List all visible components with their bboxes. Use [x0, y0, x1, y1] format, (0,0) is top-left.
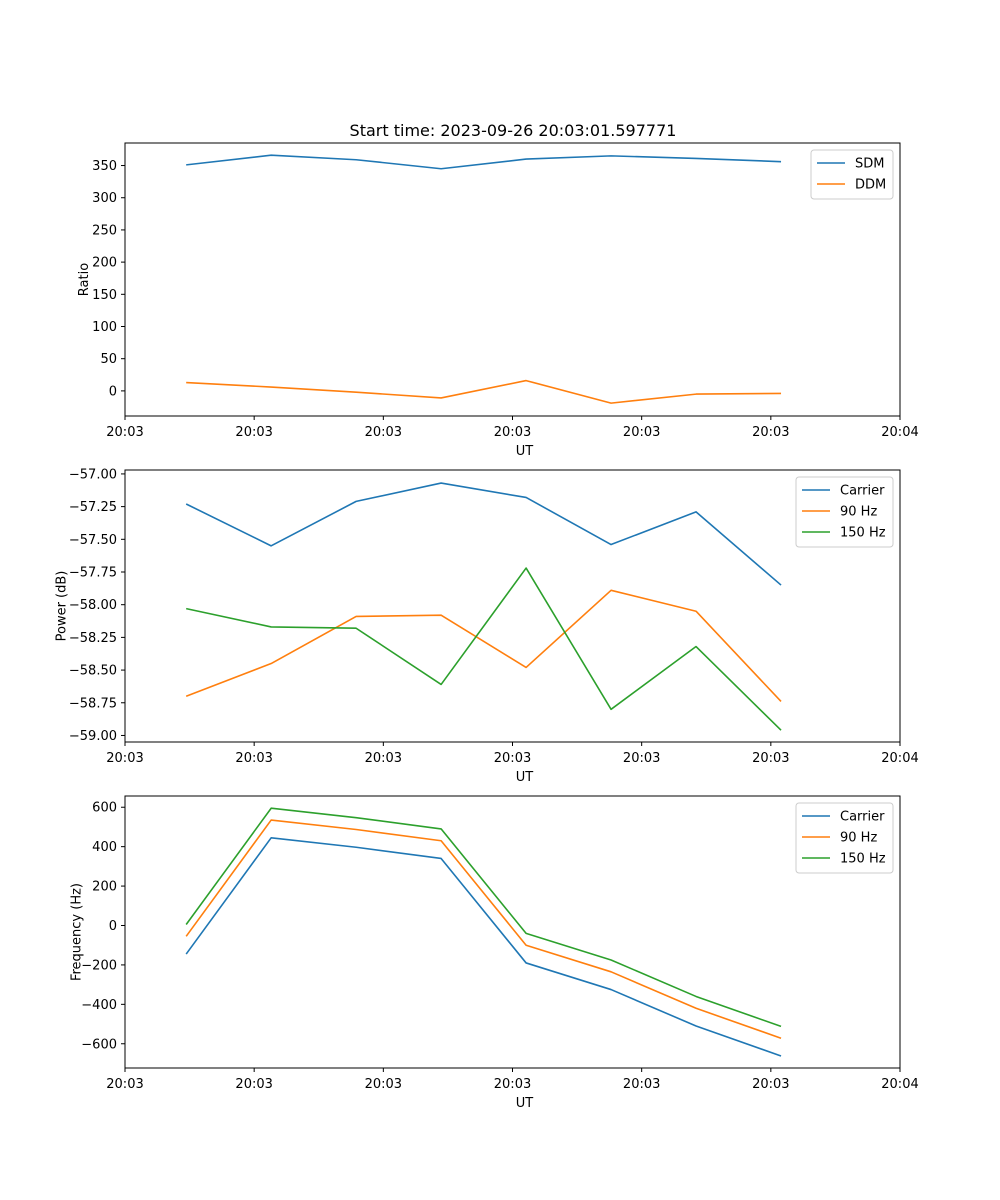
power-y-tick-label: −57.00 — [69, 467, 117, 482]
ratio-x-tick-label: 20:03 — [365, 425, 402, 440]
frequency-legend-label-150-hz: 150 Hz — [840, 852, 886, 867]
ratio-y-tick-label: 150 — [92, 288, 117, 303]
ratio-x-tick-label: 20:03 — [494, 425, 531, 440]
ratio-x-tick-label: 20:03 — [106, 425, 143, 440]
ratio-y-tick-label: 50 — [100, 352, 117, 367]
frequency-x-axis-label: UT — [516, 1096, 534, 1111]
frequency-legend-label-90-hz: 90 Hz — [840, 831, 877, 846]
power-y-tick-label: −58.50 — [69, 664, 117, 679]
ratio-y-tick-label: 200 — [92, 256, 117, 271]
frequency-legend-label-carrier: Carrier — [840, 810, 885, 825]
ratio-y-tick-label: 0 — [109, 384, 117, 399]
ratio-x-tick-label: 20:03 — [235, 425, 272, 440]
power-series-90-hz-line — [185, 589, 782, 703]
power-x-tick-label: 20:03 — [235, 751, 272, 766]
power-x-tick-label: 20:03 — [106, 751, 143, 766]
power-y-tick-label: −57.75 — [69, 566, 117, 581]
power-y-axis-label: Power (dB) — [54, 571, 69, 642]
ratio-x-tick-label: 20:04 — [881, 425, 918, 440]
frequency-legend: Carrier 90 Hz 150 Hz — [795, 802, 894, 874]
frequency-legend-box — [795, 802, 894, 874]
frequency-y-tick-label: −200 — [81, 958, 117, 973]
ratio-series-ddm-line — [186, 379, 782, 404]
power-y-tick-label: −59.00 — [69, 729, 117, 744]
power-x-tick-label: 20:03 — [623, 751, 660, 766]
power-legend-box — [795, 476, 894, 548]
frequency-x-tick-label: 20:03 — [106, 1077, 143, 1092]
ratio-panel: 20:03 20:03 20:03 20:03 20:03 20:03 20:04 0 50 10… — [77, 142, 919, 459]
power-legend-label-150-hz: 150 Hz — [840, 526, 886, 541]
power-x-axis-label: UT — [516, 770, 534, 785]
ratio-y-tick-label: 350 — [92, 159, 117, 174]
frequency-panel: 20:03 20:03 20:03 20:03 20:03 20:03 20:04 −600 −… — [70, 795, 919, 1111]
power-x-tick-label: 20:03 — [494, 751, 531, 766]
frequency-x-tick-label: 20:03 — [365, 1077, 402, 1092]
frequency-x-tick-label: 20:04 — [881, 1077, 918, 1092]
power-legend-label-carrier: Carrier — [840, 484, 885, 499]
frequency-x-tick-label: 20:03 — [494, 1077, 531, 1092]
frequency-y-tick-label: −600 — [81, 1037, 117, 1052]
ratio-x-tick-label: 20:03 — [623, 425, 660, 440]
figure-title: Start time: 2023-09-26 20:03:01.597771 — [350, 121, 677, 140]
power-x-tick-label: 20:04 — [881, 751, 918, 766]
power-series-150-hz-line — [186, 567, 782, 731]
ratio-y-axis-label: Ratio — [77, 263, 92, 296]
frequency-y-tick-label: 0 — [109, 919, 117, 934]
ratio-y-tick-label: 250 — [92, 223, 117, 238]
frequency-x-tick-label: 20:03 — [752, 1077, 789, 1092]
ratio-legend: SDM DDM — [810, 149, 894, 200]
power-y-tick-label: −58.25 — [69, 631, 117, 646]
power-legend: Carrier 90 Hz 150 Hz — [795, 476, 894, 548]
ratio-y-tick-label: 100 — [92, 320, 117, 335]
frequency-series-carrier-line — [185, 836, 782, 1057]
power-series-carrier-line — [185, 482, 782, 586]
power-x-tick-label: 20:03 — [365, 751, 402, 766]
ratio-legend-label-ddm: DDM — [855, 178, 886, 193]
frequency-x-tick-label: 20:03 — [623, 1077, 660, 1092]
power-panel: 20:03 20:03 20:03 20:03 20:03 20:03 20:04 −59.0… — [54, 467, 918, 785]
ratio-legend-label-sdm: SDM — [855, 157, 884, 172]
ratio-y-tick-label: 300 — [92, 191, 117, 206]
ratio-x-axis-label: UT — [516, 444, 534, 459]
power-y-tick-label: −58.75 — [69, 696, 117, 711]
power-y-tick-label: −57.25 — [69, 500, 117, 515]
ratio-x-tick-label: 20:03 — [752, 425, 789, 440]
frequency-series-90-hz-line — [185, 819, 782, 1039]
power-y-tick-label: −58.00 — [69, 598, 117, 613]
frequency-y-axis-label: Frequency (Hz) — [70, 883, 85, 981]
frequency-y-tick-label: 400 — [92, 840, 117, 855]
frequency-x-tick-label: 20:03 — [235, 1077, 272, 1092]
frequency-y-tick-label: 600 — [92, 801, 117, 816]
frequency-series-150-hz-line — [185, 807, 782, 1028]
ratio-series-sdm-line — [186, 154, 782, 170]
frequency-y-tick-label: 200 — [92, 880, 117, 895]
power-y-tick-label: −57.50 — [69, 533, 117, 548]
frequency-y-tick-label: −400 — [81, 998, 117, 1013]
power-legend-label-90-hz: 90 Hz — [840, 505, 877, 520]
power-x-tick-label: 20:03 — [752, 751, 789, 766]
